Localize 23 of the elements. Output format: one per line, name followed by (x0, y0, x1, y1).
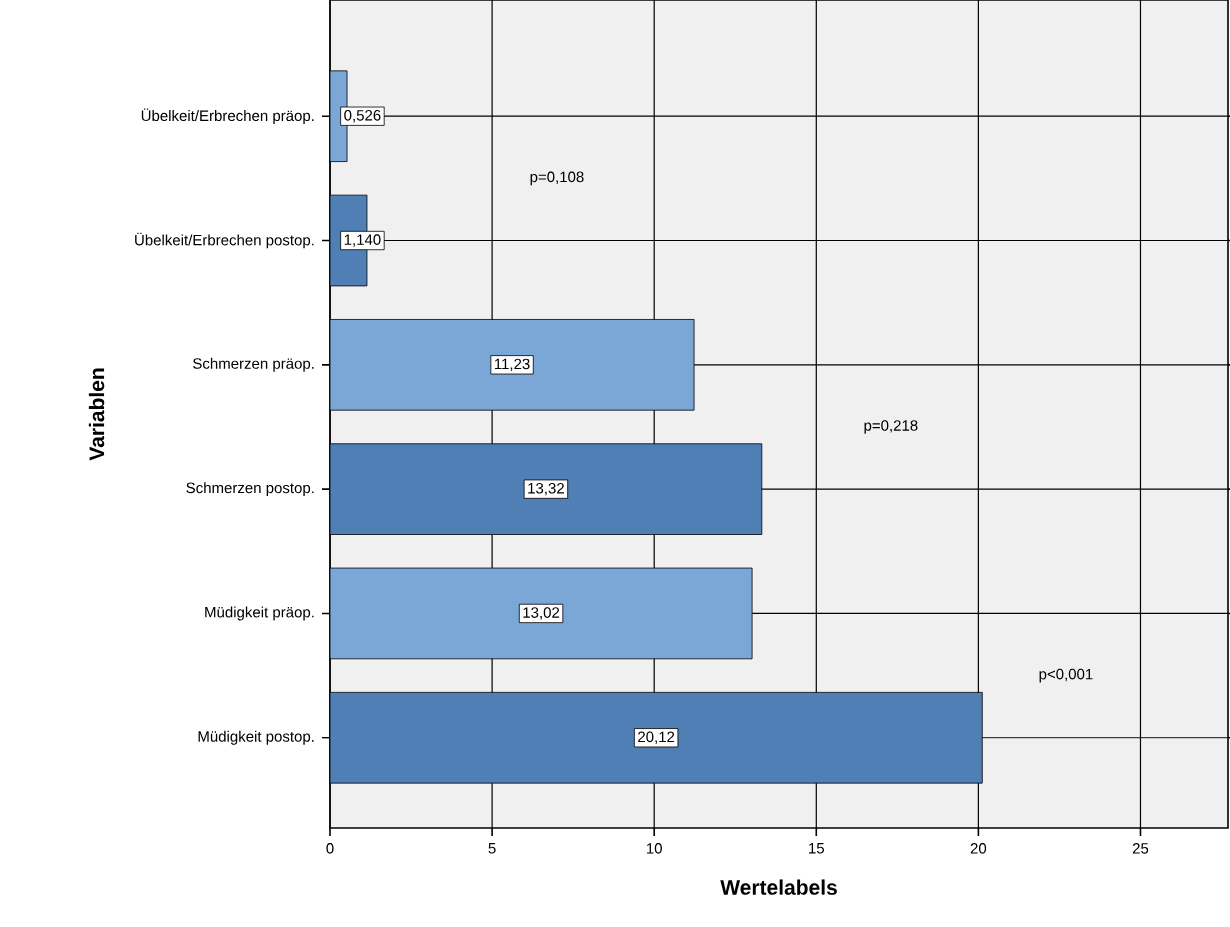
x-tick-label: 15 (809, 843, 824, 854)
x-axis-title: Wertelabels (720, 879, 837, 895)
x-tick-label: 10 (646, 843, 662, 854)
y-tick-label: Übelkeit/Erbrechen postop. (135, 232, 314, 249)
data-label: 13,32 (528, 482, 564, 496)
x-tick-label: 5 (488, 843, 496, 854)
y-tick-label: Übelkeit/Erbrechen präop. (141, 108, 314, 125)
y-axis-title: Variablen (88, 368, 105, 461)
y-tick-label: Schmerzen präop. (193, 357, 314, 372)
annotation: p=0,108 (530, 171, 584, 186)
y-tick-label: Müdigkeit präop. (205, 606, 314, 621)
annotation: p<0,001 (1039, 668, 1093, 683)
x-tick-label: 25 (1132, 843, 1149, 854)
data-label: 0,526 (344, 110, 381, 123)
x-tick-label: 0 (326, 843, 334, 854)
y-tick-label: Schmerzen postop. (186, 482, 314, 497)
data-label: 1,140 (344, 234, 381, 247)
annotation: p=0,218 (864, 420, 918, 434)
x-tick-label: 20 (970, 843, 987, 854)
data-label: 20,12 (638, 731, 675, 744)
y-tick-label: Müdigkeit postop. (198, 730, 314, 745)
data-label: 13,02 (523, 607, 560, 620)
data-label: 11,23 (494, 358, 530, 372)
